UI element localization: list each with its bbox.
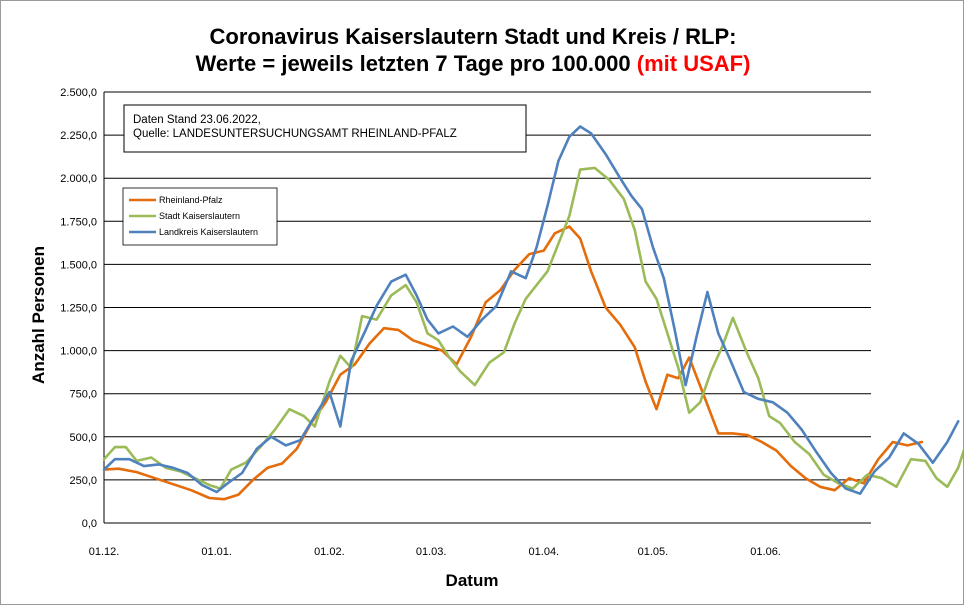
x-tick-label: 01.03.: [416, 546, 447, 558]
series-line-landkreis-kaiserslautern: [102, 125, 960, 496]
series-line-rheinland-pfalz: [102, 225, 924, 501]
source-annotation-box: Daten Stand 23.06.2022, Quelle: LANDESUN…: [123, 104, 527, 153]
legend-label: Stadt Kaiserslautern: [159, 211, 240, 221]
gridlines: [103, 91, 871, 524]
annotation-line-2: Quelle: LANDESUNTERSUCHUNGSAMT RHEINLAND…: [133, 128, 457, 140]
x-tick-label: 01.04.: [529, 546, 560, 558]
x-tick-label: 01.05.: [638, 546, 669, 558]
y-tick-label: 2.000,0: [60, 173, 97, 185]
chart-subtitle-highlight: (mit USAF): [637, 51, 751, 76]
y-tick-label: 1.000,0: [60, 346, 97, 358]
x-tick-label: 01.06.: [750, 546, 781, 558]
annotation-border: [123, 104, 527, 153]
chart-title: Coronavirus Kaiserslautern Stadt und Kre…: [210, 24, 737, 49]
y-tick-label: 2.500,0: [60, 87, 97, 99]
x-tick-label: 01.02.: [314, 546, 345, 558]
y-tick-label: 2.250,0: [60, 130, 97, 142]
annotation-line-1: Daten Stand 23.06.2022,: [133, 114, 261, 126]
y-tick-label: 500,0: [69, 432, 97, 444]
legend: Rheinland-Pfalz Stadt Kaiserslautern Landk…: [122, 187, 278, 246]
legend-label: Rheinland-Pfalz: [159, 195, 223, 205]
y-tick-label: 1.500,0: [60, 259, 97, 271]
x-axis-title: Datum: [446, 571, 499, 590]
chart-subtitle-main: Werte = jeweils letzten 7 Tage pro 100.0…: [196, 51, 631, 76]
y-tick-labels: 0,0 250,0 500,0 750,0 1.000,0 1.250,0 1.500,0 1…: [60, 87, 97, 530]
y-axis-title: Anzahl Personen: [29, 246, 48, 384]
x-tick-label: 01.01.: [201, 546, 232, 558]
series-lines: [102, 125, 963, 501]
chart-subtitle: Werte = jeweils letzten 7 Tage pro 100.0…: [196, 51, 751, 76]
y-tick-label: 750,0: [69, 389, 97, 401]
y-tick-label: 0,0: [82, 518, 97, 530]
x-tick-labels: 01.12. 01.01. 01.02. 01.03. 01.04. 01.05. 01.0…: [89, 546, 781, 558]
y-tick-label: 250,0: [69, 475, 97, 487]
x-tick-label: 01.12.: [89, 546, 120, 558]
y-tick-label: 1.250,0: [60, 303, 97, 315]
legend-label: Landkreis Kaiserslautern: [159, 227, 258, 237]
y-tick-label: 1.750,0: [60, 216, 97, 228]
